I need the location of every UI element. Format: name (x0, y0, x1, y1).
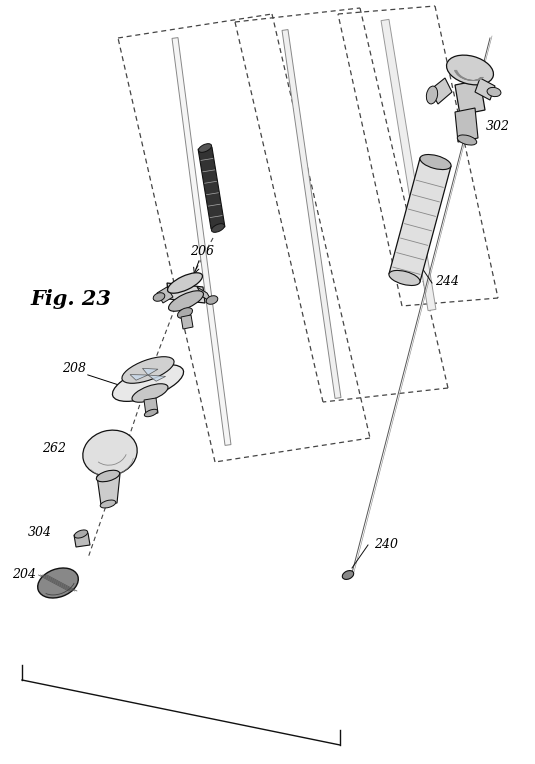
Ellipse shape (169, 291, 203, 311)
Polygon shape (455, 80, 485, 115)
Polygon shape (381, 19, 436, 311)
Ellipse shape (198, 144, 211, 152)
Text: 240: 240 (374, 538, 398, 551)
Ellipse shape (342, 571, 354, 579)
Ellipse shape (178, 308, 193, 319)
Ellipse shape (447, 55, 493, 85)
Ellipse shape (100, 500, 116, 508)
Ellipse shape (389, 270, 420, 286)
Text: 208: 208 (62, 362, 86, 375)
Ellipse shape (37, 568, 78, 598)
Ellipse shape (167, 273, 202, 293)
Text: 302: 302 (486, 120, 510, 133)
Ellipse shape (122, 357, 174, 384)
Ellipse shape (426, 86, 438, 104)
Polygon shape (74, 533, 90, 547)
Polygon shape (475, 78, 495, 100)
Text: 304: 304 (28, 526, 52, 539)
Ellipse shape (83, 430, 137, 476)
Polygon shape (144, 398, 158, 415)
Polygon shape (172, 37, 231, 445)
Text: 244: 244 (435, 275, 459, 288)
Polygon shape (181, 315, 193, 329)
Ellipse shape (74, 530, 88, 538)
Ellipse shape (420, 154, 451, 170)
Text: 262: 262 (42, 442, 66, 455)
Ellipse shape (206, 296, 218, 304)
Text: Fig. 23: Fig. 23 (30, 289, 111, 309)
Ellipse shape (457, 135, 477, 145)
Text: 204: 204 (12, 568, 36, 581)
Polygon shape (130, 374, 148, 380)
Ellipse shape (96, 471, 120, 482)
Polygon shape (282, 30, 341, 399)
Ellipse shape (211, 224, 225, 232)
Ellipse shape (144, 410, 158, 416)
Ellipse shape (153, 293, 165, 301)
Text: 206: 206 (190, 245, 214, 258)
Polygon shape (197, 287, 213, 303)
Polygon shape (389, 158, 451, 282)
Polygon shape (157, 287, 173, 303)
Polygon shape (167, 283, 205, 303)
Polygon shape (97, 474, 120, 505)
Ellipse shape (132, 384, 168, 403)
Polygon shape (455, 108, 478, 142)
Polygon shape (430, 78, 452, 104)
Polygon shape (142, 368, 158, 375)
Polygon shape (198, 147, 225, 229)
Ellipse shape (112, 364, 184, 401)
Ellipse shape (487, 87, 501, 96)
Polygon shape (148, 375, 166, 381)
